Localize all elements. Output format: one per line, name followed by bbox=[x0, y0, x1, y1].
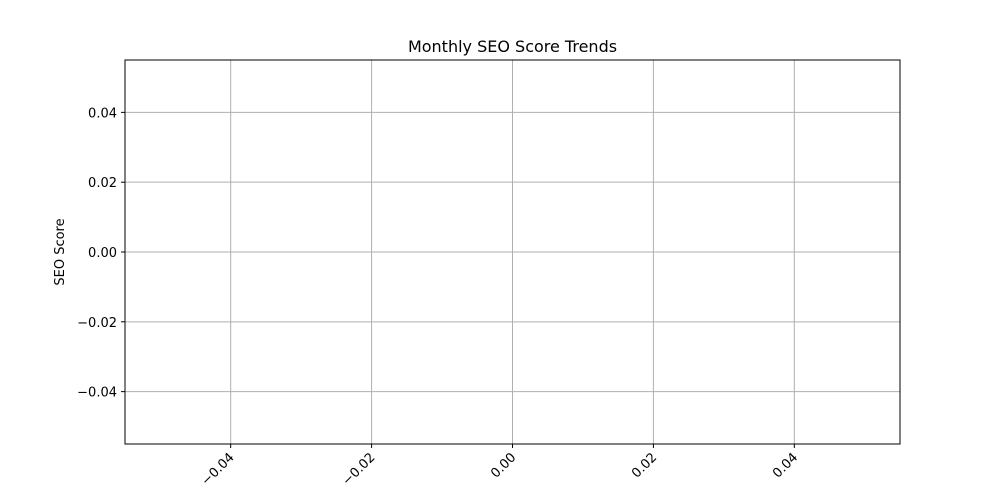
y-axis-label: SEO Score bbox=[53, 218, 68, 285]
y-tick-label: 0.02 bbox=[88, 176, 117, 191]
y-tick-label: −0.02 bbox=[77, 316, 117, 331]
y-tick-label: 0.04 bbox=[88, 106, 117, 121]
chart-title: Monthly SEO Score Trends bbox=[408, 37, 617, 56]
y-tick-label: −0.04 bbox=[77, 386, 117, 401]
y-tick-label: 0.00 bbox=[88, 246, 117, 261]
y-ticks-layer: 0.04 0.02 0.00 −0.02 −0.04 bbox=[77, 106, 125, 401]
grid-layer bbox=[125, 60, 900, 444]
